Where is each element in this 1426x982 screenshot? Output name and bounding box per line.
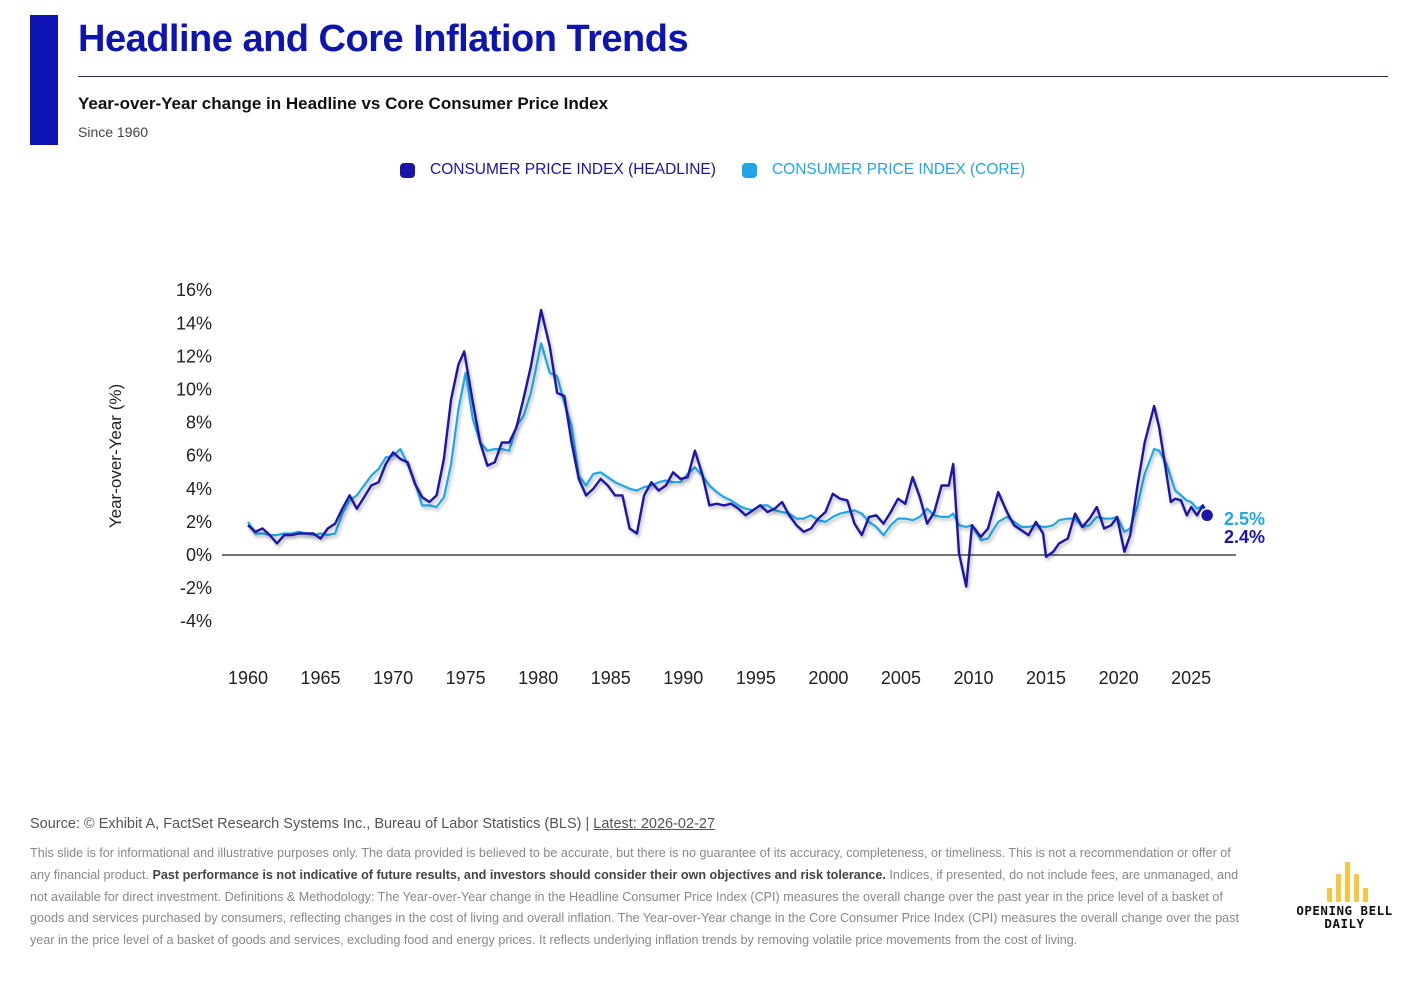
x-tick-label: 2015: [1026, 668, 1066, 688]
x-axis-ticks: 1960 1965 1970 1975 1980 1985 1990 1995 2000 2005…: [228, 668, 1211, 688]
legend-item-core: CONSUMER PRICE INDEX (CORE): [741, 161, 1026, 179]
core-end-label: 2.5%: [1224, 509, 1265, 529]
y-tick-label: 6%: [186, 446, 212, 466]
legend-swatch-core: [741, 162, 757, 178]
y-tick-label: 0%: [186, 545, 212, 565]
y-tick-label: 10%: [176, 380, 212, 400]
brand-line-2: DAILY: [1324, 916, 1365, 931]
x-tick-label: 1985: [591, 668, 631, 688]
x-tick-label: 2025: [1171, 668, 1211, 688]
headline-end-marker: [1199, 508, 1215, 523]
y-axis-title: Year-over-Year (%): [106, 384, 125, 528]
disclaimer-text: This slide is for informational and illu…: [30, 843, 1242, 952]
x-tick-label: 1960: [228, 668, 268, 688]
disclaimer-bold: Past performance is not indicative of fu…: [152, 867, 886, 882]
latest-date-link[interactable]: Latest: 2026-02-27: [593, 816, 716, 832]
chart-subtitle: Year-over-Year change in Headline vs Cor…: [78, 94, 609, 113]
headline-cpi-line: [247, 308, 1209, 588]
y-tick-label: 12%: [176, 346, 212, 366]
x-tick-label: 1990: [663, 668, 703, 688]
brand-line-1: OPENING BELL: [1296, 903, 1393, 918]
source-line: Source: © Exhibit A, FactSet Research Sy…: [30, 816, 715, 832]
y-tick-label: 4%: [186, 479, 212, 499]
bell-bars-icon: [1327, 862, 1368, 902]
page-title: Headline and Core Inflation Trends: [78, 18, 689, 60]
brand-name: OPENING BELL DAILY: [1272, 904, 1417, 930]
x-tick-label: 1995: [736, 668, 776, 688]
x-tick-label: 2010: [953, 668, 993, 688]
y-tick-label: 2%: [186, 512, 212, 532]
x-tick-label: 1975: [446, 668, 486, 688]
y-tick-label: 16%: [176, 280, 212, 300]
x-tick-label: 2000: [808, 668, 848, 688]
disclaimer-part-2: Indices, if presented, do not include fe…: [30, 867, 1239, 948]
brand-logo: OPENING BELL DAILY: [1272, 862, 1417, 936]
legend-label-core: CONSUMER PRICE INDEX (CORE): [771, 161, 1026, 178]
y-tick-label: -2%: [180, 578, 212, 598]
title-divider: [78, 76, 1388, 77]
core-cpi-line: [247, 342, 1209, 542]
inflation-line-chart: Year-over-Year (%) 16% 14% 12% 10% 8% 6% 4% 2% 0…: [106, 280, 1265, 688]
legend-swatch-headline: [400, 162, 415, 178]
x-tick-label: 1980: [518, 668, 558, 688]
disclaimer-part-1: This slide is for informational and illu…: [30, 846, 1231, 882]
x-tick-label: 1965: [301, 668, 341, 688]
x-tick-label: 1970: [373, 668, 413, 688]
y-axis-ticks: 16% 14% 12% 10% 8% 6% 4% 2% 0% -2% -4%: [176, 280, 212, 631]
source-text: Source: © Exhibit A, FactSet Research Sy…: [30, 816, 594, 832]
legend-item-headline: CONSUMER PRICE INDEX (HEADLINE): [400, 161, 716, 179]
title-accent-bar: [30, 15, 58, 145]
chart-legend: CONSUMER PRICE INDEX (HEADLINE) CONSUMER…: [400, 159, 1051, 181]
x-tick-label: 2005: [881, 668, 921, 688]
y-tick-label: 8%: [186, 413, 212, 433]
headline-end-label: 2.4%: [1224, 527, 1265, 547]
legend-label-headline: CONSUMER PRICE INDEX (HEADLINE): [430, 161, 716, 178]
y-tick-label: 14%: [176, 313, 212, 333]
x-tick-label: 2020: [1099, 668, 1139, 688]
series-layer: [247, 308, 1209, 588]
chart-date-range: Since 1960: [78, 124, 149, 140]
y-tick-label: -4%: [180, 611, 212, 631]
